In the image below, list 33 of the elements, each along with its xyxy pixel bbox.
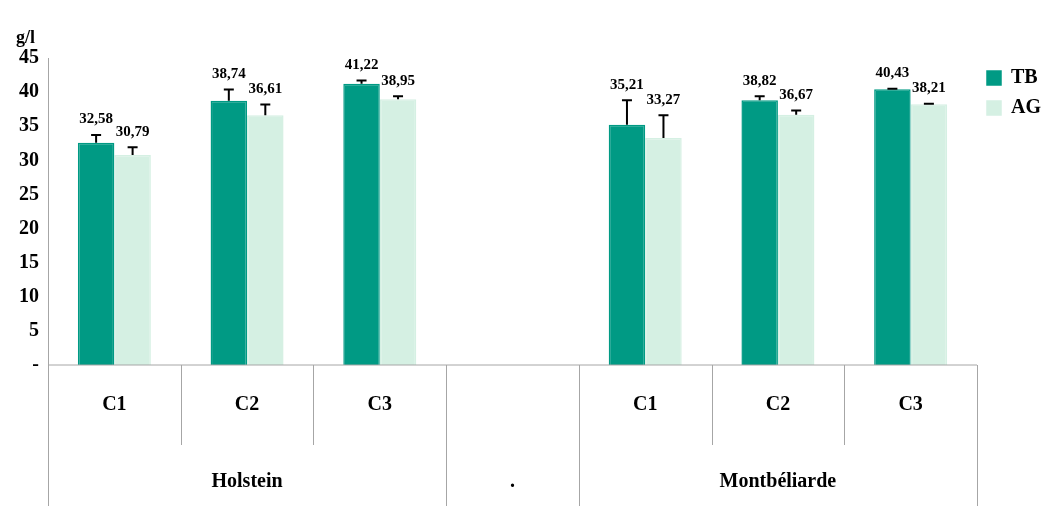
- data-label: 36,61: [248, 79, 283, 96]
- x-tick-label: C2: [765, 392, 791, 415]
- x-tick-label: C1: [632, 392, 658, 415]
- data-label: 36,67: [779, 85, 814, 102]
- y-tick-label: 40: [19, 79, 39, 102]
- x-tick-label: C3: [367, 392, 393, 415]
- data-label: 38,21: [912, 79, 946, 96]
- y-tick-label: 10: [19, 283, 39, 306]
- y-tick-label: 5: [29, 318, 39, 341]
- text: .: [510, 468, 515, 491]
- y-tick-label: 30: [19, 147, 39, 170]
- data-label: 41,22: [344, 55, 379, 72]
- y-tick-label: 20: [19, 215, 39, 238]
- data-label: 38,95: [381, 71, 415, 88]
- y-tick-label: 25: [19, 181, 39, 204]
- data-label: 30,79: [115, 122, 150, 139]
- data-label: 32,58: [79, 110, 113, 127]
- text: Montbéliarde: [719, 468, 837, 491]
- x-tick-label: C1: [102, 392, 127, 415]
- data-label: 38,74: [211, 64, 247, 81]
- data-label: 35,21: [610, 75, 644, 92]
- x-tick-label: C2: [234, 392, 260, 415]
- y-tick-label: -: [32, 352, 39, 375]
- y-tick-label: 35: [19, 113, 39, 136]
- data-label: 38,82: [742, 71, 777, 88]
- data-label: 33,27: [646, 90, 681, 107]
- legend-label: TB: [1011, 65, 1038, 88]
- y-tick-label: 15: [19, 249, 39, 272]
- legend-label: AG: [1011, 95, 1042, 118]
- y-axis-title: g/l: [16, 26, 36, 47]
- data-label: 40,43: [875, 64, 910, 81]
- x-tick-label: C3: [898, 392, 923, 415]
- text: Holstein: [211, 468, 283, 491]
